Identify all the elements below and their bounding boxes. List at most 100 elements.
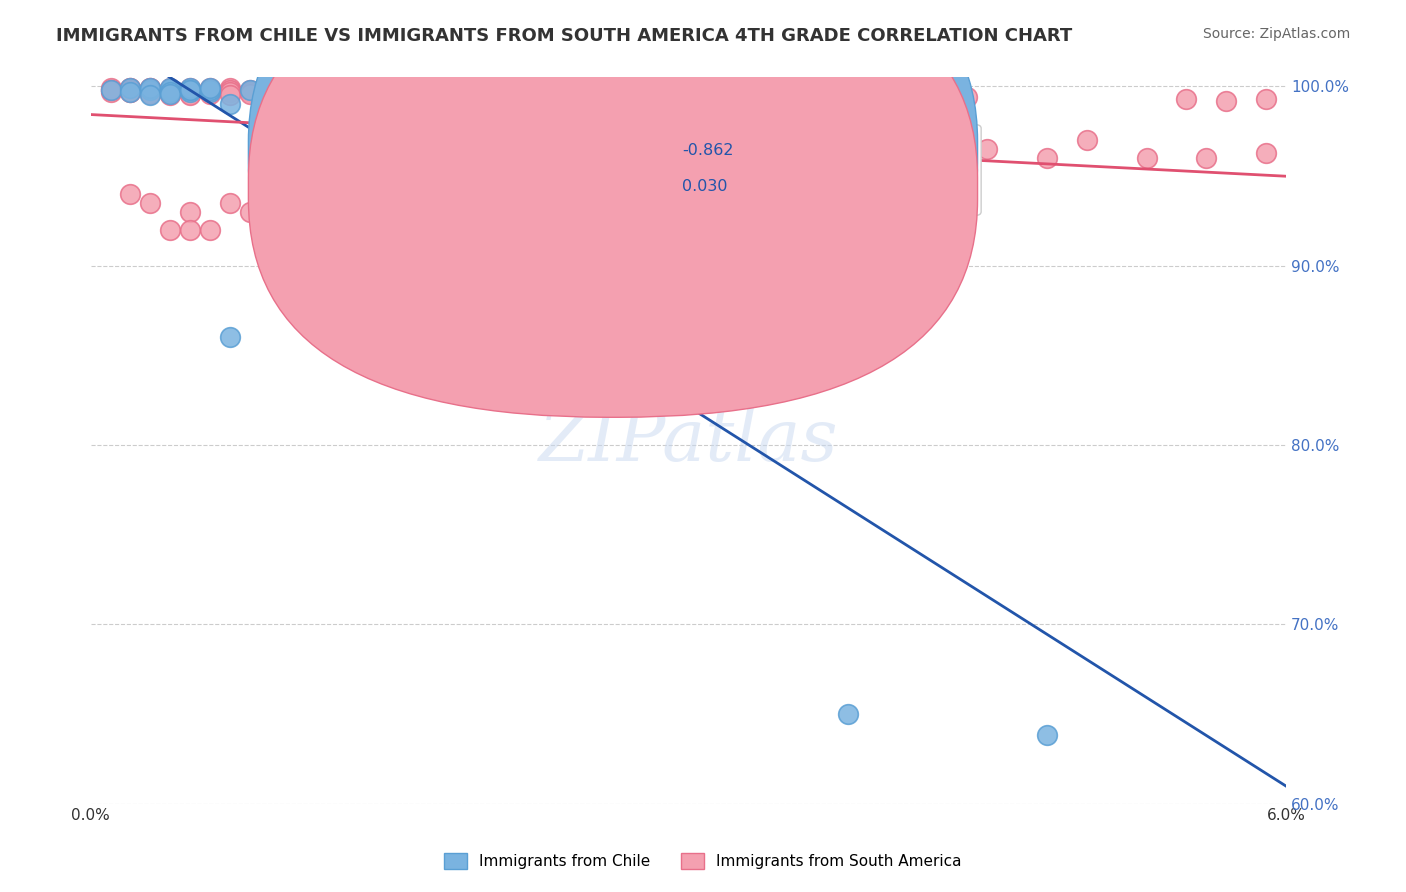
Point: [278, 83, 301, 97]
Point: [259, 87, 281, 101]
Point: [1036, 151, 1059, 165]
Point: [219, 330, 242, 344]
Point: [578, 133, 600, 147]
Point: [1135, 151, 1157, 165]
Point: [378, 85, 401, 99]
Point: [298, 83, 321, 97]
Point: [139, 83, 162, 97]
Point: [498, 145, 520, 160]
Point: [159, 83, 181, 97]
Point: [917, 151, 939, 165]
Point: [239, 205, 262, 219]
Point: [259, 85, 281, 99]
Point: [1076, 133, 1098, 147]
Point: [179, 83, 201, 97]
Point: [278, 88, 301, 103]
Point: [120, 186, 142, 201]
Point: [837, 706, 859, 721]
Point: [139, 83, 162, 97]
Point: [120, 85, 142, 99]
Point: [478, 190, 501, 204]
Point: [259, 85, 281, 99]
Point: [179, 83, 201, 97]
Point: [198, 83, 221, 97]
Point: [159, 223, 181, 237]
Point: [219, 196, 242, 211]
Point: [458, 85, 481, 99]
Point: [678, 357, 700, 371]
Point: [1254, 145, 1277, 160]
Point: [478, 85, 501, 99]
Point: [378, 87, 401, 101]
Point: [100, 85, 122, 99]
Point: [239, 83, 262, 97]
Point: [756, 151, 779, 165]
Point: [359, 87, 381, 101]
Point: [139, 196, 162, 211]
Point: [617, 151, 640, 165]
Text: R = -0.862  N =  29: R = -0.862 N = 29: [623, 143, 780, 158]
Point: [439, 87, 461, 101]
Point: [179, 85, 201, 99]
Point: [100, 83, 122, 97]
FancyBboxPatch shape: [249, 0, 977, 417]
Point: [259, 81, 281, 95]
Point: [637, 92, 659, 106]
Point: [198, 85, 221, 99]
Point: [139, 81, 162, 95]
Point: [239, 85, 262, 99]
Point: [179, 205, 201, 219]
Point: [139, 81, 162, 95]
Point: [139, 87, 162, 101]
Point: [159, 88, 181, 103]
Point: [100, 81, 122, 95]
Point: [159, 87, 181, 101]
Point: [1195, 151, 1218, 165]
Point: [578, 160, 600, 174]
Point: [318, 87, 340, 101]
Point: [278, 85, 301, 99]
Point: [737, 94, 759, 108]
Point: [120, 85, 142, 99]
Point: [1254, 92, 1277, 106]
Point: [578, 330, 600, 344]
Point: [179, 83, 201, 97]
Point: [198, 87, 221, 101]
Point: [517, 151, 540, 165]
Point: [239, 83, 262, 97]
Point: [956, 90, 979, 104]
Point: [219, 85, 242, 99]
Point: [678, 142, 700, 156]
Point: [179, 83, 201, 97]
Point: [219, 81, 242, 95]
FancyBboxPatch shape: [249, 0, 977, 381]
Point: [179, 81, 201, 95]
Point: [159, 81, 181, 95]
Point: [637, 87, 659, 101]
Point: [139, 85, 162, 99]
Text: ZIPatlas: ZIPatlas: [538, 405, 838, 475]
Point: [120, 81, 142, 95]
Point: [717, 151, 740, 165]
Text: R =  0.030  N = 107: R = 0.030 N = 107: [623, 179, 785, 194]
Point: [159, 85, 181, 99]
Point: [179, 85, 201, 99]
Point: [776, 160, 799, 174]
Point: [737, 330, 759, 344]
Point: [1215, 94, 1237, 108]
Legend: Immigrants from Chile, Immigrants from South America: Immigrants from Chile, Immigrants from S…: [439, 847, 967, 875]
Point: [139, 81, 162, 95]
Point: [1175, 92, 1198, 106]
Text: -0.862: -0.862: [682, 143, 734, 158]
Point: [139, 88, 162, 103]
Point: [339, 232, 361, 246]
Point: [359, 88, 381, 103]
Point: [298, 223, 321, 237]
Point: [876, 133, 898, 147]
Point: [398, 85, 420, 99]
Point: [219, 83, 242, 97]
Point: [298, 85, 321, 99]
Point: [198, 83, 221, 97]
Point: [378, 223, 401, 237]
Point: [439, 85, 461, 99]
